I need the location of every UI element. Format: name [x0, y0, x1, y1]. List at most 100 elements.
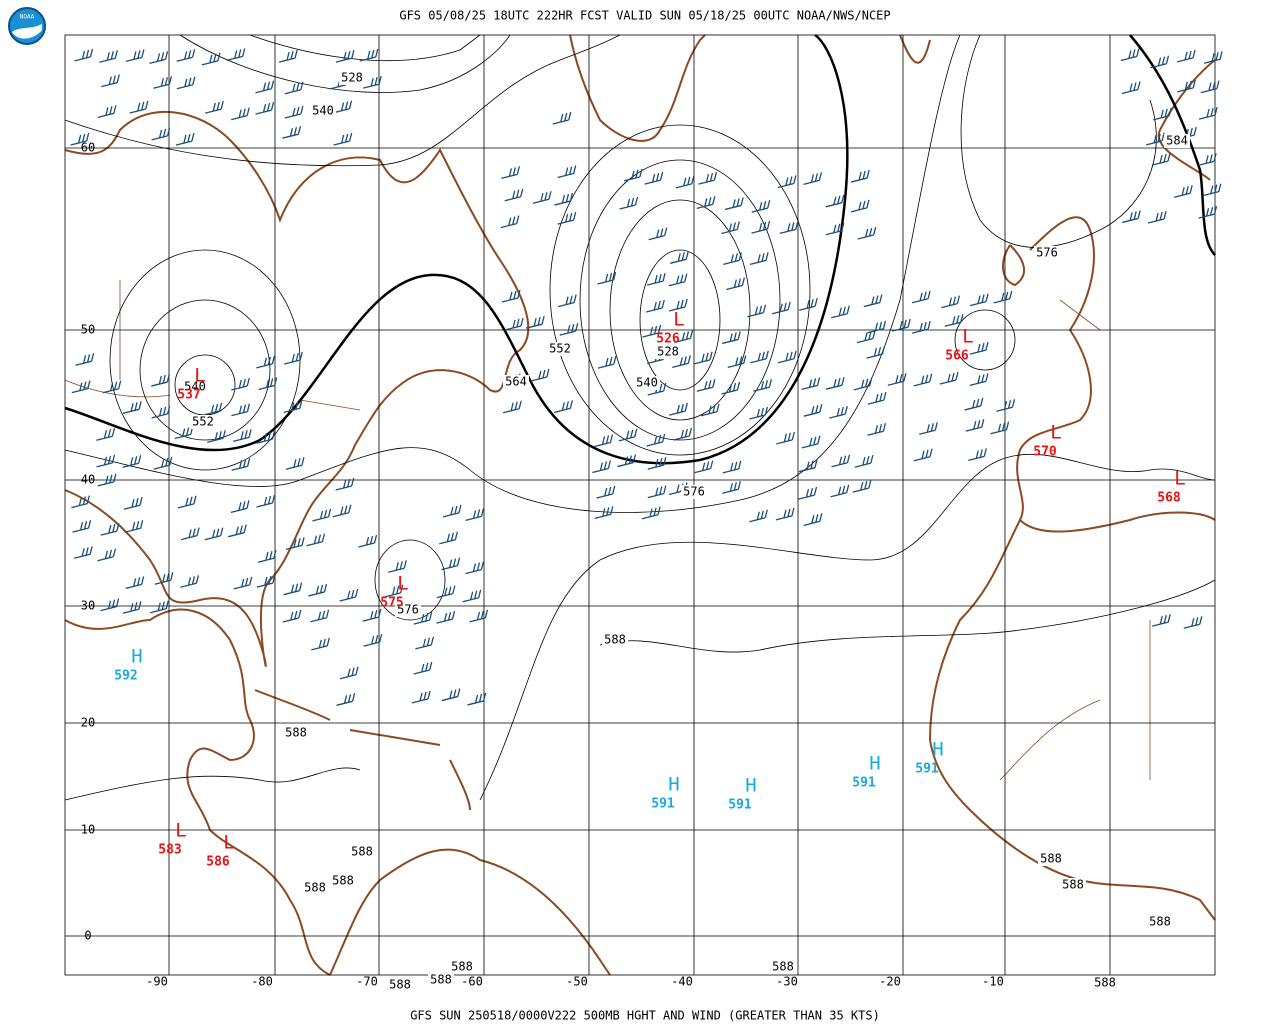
wind-barb	[123, 497, 143, 510]
wind-barb	[70, 132, 90, 146]
wind-barb	[442, 504, 462, 518]
wind-barb	[285, 537, 305, 551]
wind-barb	[825, 194, 845, 208]
center-value: 537	[177, 388, 200, 403]
wind-barb	[646, 433, 666, 447]
wind-barb	[339, 666, 359, 680]
longitude-label: -60	[461, 975, 483, 989]
wind-barb	[525, 316, 545, 329]
wind-barb	[278, 50, 298, 63]
wind-barb	[798, 486, 818, 500]
wind-barb	[101, 74, 120, 88]
wind-barb	[358, 534, 378, 548]
wind-barb	[125, 576, 145, 590]
wind-barb	[207, 430, 226, 443]
wind-barb	[231, 107, 250, 121]
contour-label: 588	[1062, 878, 1084, 892]
wind-barb	[911, 290, 931, 304]
contour-label: 552	[549, 342, 571, 356]
wind-barb	[698, 171, 718, 185]
map-title: GFS 05/08/25 18UTC 222HR FCST VALID SUN …	[399, 9, 890, 23]
wind-barb	[854, 454, 874, 468]
wind-barb	[151, 127, 171, 141]
wind-barb	[969, 373, 989, 386]
wind-barb	[257, 550, 277, 563]
wind-barb	[753, 379, 773, 392]
wind-barb	[596, 485, 616, 499]
wind-barb	[965, 419, 985, 432]
contour-label: 540	[312, 104, 334, 118]
center-symbol: L	[397, 573, 408, 595]
wind-barb	[619, 196, 639, 210]
wind-barb	[465, 508, 485, 522]
wind-barb	[726, 277, 745, 291]
latitude-label: 50	[81, 323, 95, 337]
wind-barb	[180, 527, 200, 541]
wind-barb	[798, 459, 818, 473]
contour-label: 528	[341, 71, 363, 85]
wind-barb	[798, 298, 818, 311]
wind-barb	[151, 405, 171, 419]
wind-barb	[623, 168, 643, 182]
wind-barb	[283, 582, 303, 596]
axis-labels: 60 50 40 30 20 10 0 -90 -80 -70 -60 -50 -40 -30 -20 -10	[81, 141, 1004, 989]
wind-barb	[282, 609, 302, 623]
wind-barb	[122, 455, 142, 468]
wind-barb	[230, 500, 250, 513]
wind-barb	[1203, 51, 1223, 64]
wind-barb	[441, 557, 461, 571]
contour-label: 576	[397, 603, 419, 617]
wind-barb	[501, 166, 520, 179]
label-background	[1038, 852, 1064, 866]
center-symbol: L	[962, 326, 973, 348]
wind-barb	[129, 100, 149, 114]
wind-barb	[1183, 616, 1203, 629]
wind-barb	[467, 692, 487, 706]
wind-barb	[232, 429, 252, 442]
wind-barb	[149, 51, 169, 64]
label-background	[302, 881, 328, 895]
wind-barb	[850, 169, 870, 183]
wind-barb	[750, 350, 769, 364]
contour-label: 576	[1036, 246, 1058, 260]
wind-barb	[1120, 48, 1140, 62]
wind-barb	[503, 400, 522, 414]
center-value: 566	[945, 349, 969, 364]
label-background	[1060, 878, 1086, 892]
wind-barb	[831, 305, 850, 319]
longitude-label: -10	[982, 975, 1004, 989]
wind-barb	[825, 222, 845, 236]
longitude-label: -20	[879, 975, 901, 989]
contour-label: 540	[636, 376, 658, 390]
label-background	[1092, 976, 1118, 990]
wind-barb	[892, 318, 911, 332]
wind-barb	[642, 324, 662, 338]
wind-barb	[122, 601, 142, 614]
wind-barb	[256, 431, 276, 444]
label-background	[1164, 134, 1190, 148]
wind-barb	[919, 422, 938, 435]
wind-barb	[694, 460, 714, 474]
longitude-label: -50	[566, 975, 588, 989]
wind-barb	[436, 611, 456, 624]
wind-barb	[722, 460, 742, 474]
wind-barb	[100, 523, 120, 536]
contour-label: 564	[505, 375, 527, 389]
wind-barb	[776, 431, 795, 445]
wind-barb	[674, 330, 694, 344]
wind-barb	[857, 226, 877, 240]
latitude-label: 40	[81, 473, 95, 487]
wind-barb	[1198, 206, 1218, 219]
height-contours	[64, 33, 1216, 801]
wind-barb	[913, 373, 933, 387]
contour-label: 588	[389, 978, 411, 992]
wind-barb	[647, 457, 667, 470]
wind-barbs	[70, 48, 1223, 706]
center-value: 591	[852, 776, 876, 791]
wind-barb	[231, 458, 251, 471]
wind-barb	[388, 560, 407, 573]
wind-barb	[359, 48, 379, 62]
wind-barb	[231, 377, 250, 391]
center-symbol: L	[1174, 468, 1185, 490]
wind-barb	[647, 485, 667, 499]
